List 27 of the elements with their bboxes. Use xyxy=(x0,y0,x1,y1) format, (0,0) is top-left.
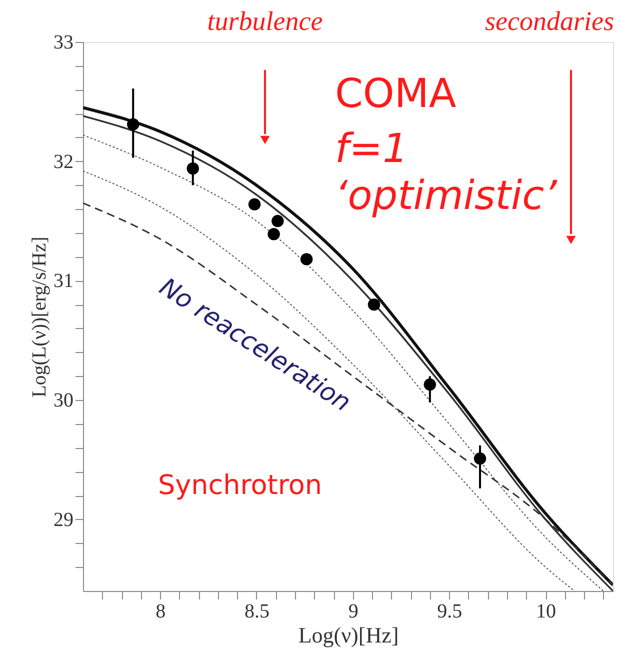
point xyxy=(300,253,313,266)
y-tick-label: 29 xyxy=(54,508,74,531)
text: turbulence xyxy=(207,6,323,36)
point xyxy=(474,452,486,465)
point xyxy=(126,118,140,130)
y-tick-label: 32 xyxy=(54,150,74,173)
annotation: COMA xyxy=(335,71,457,117)
point xyxy=(248,198,261,210)
point xyxy=(424,378,436,391)
y-tick-label: 30 xyxy=(54,390,74,412)
y-tick-label: 31 xyxy=(54,270,74,292)
y-tick-label: 33 xyxy=(54,32,74,54)
point xyxy=(272,214,284,228)
point xyxy=(368,298,380,311)
annotation: f=1 xyxy=(335,126,408,172)
text: secondaries xyxy=(485,6,614,36)
point xyxy=(268,228,280,240)
point xyxy=(186,162,199,175)
x-tick-label: 10 xyxy=(536,600,556,622)
x-tick-label: 8 xyxy=(156,600,166,622)
x-tick-label: 9.5 xyxy=(437,600,462,622)
x-tick-label: 9 xyxy=(348,600,358,622)
x-tick-label: 8.5 xyxy=(244,600,270,622)
annotation: ‘optimistic’ xyxy=(335,173,558,219)
annotation: Synchrotron xyxy=(158,470,322,501)
x-axis-title: Log(ν)[Hz] xyxy=(298,622,399,648)
y-axis-title: Log(L(ν))[erg/s/Hz] xyxy=(28,236,50,398)
